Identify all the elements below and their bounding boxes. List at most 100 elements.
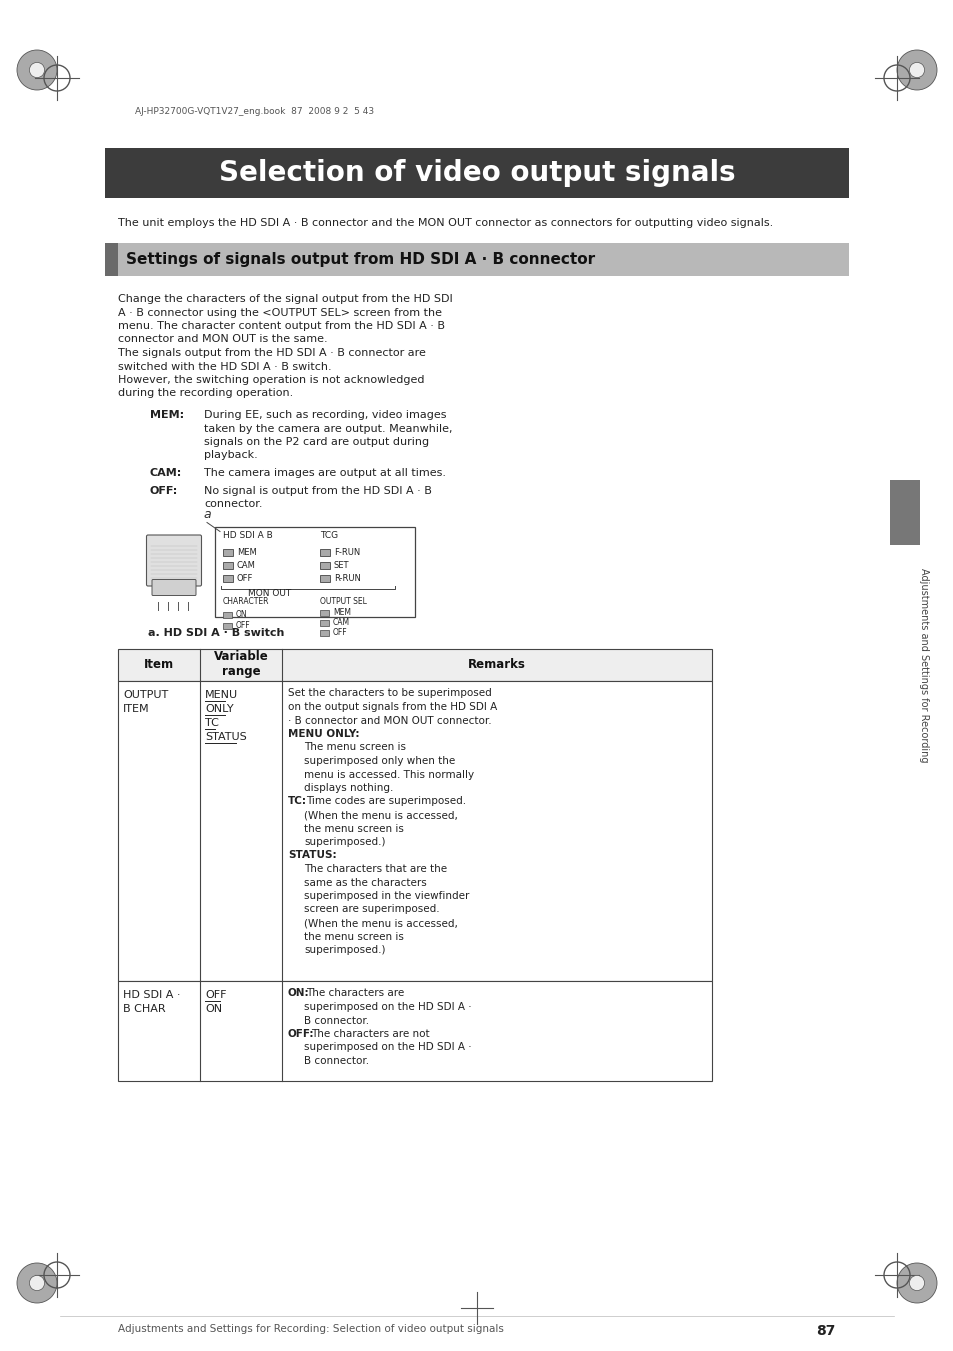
Text: the menu screen is: the menu screen is bbox=[304, 824, 403, 834]
Text: menu. The character content output from the HD SDI A · B: menu. The character content output from … bbox=[118, 322, 444, 331]
Bar bbox=[319, 574, 330, 581]
Text: signals on the P2 card are output during: signals on the P2 card are output during bbox=[204, 436, 429, 447]
Text: TC: TC bbox=[205, 719, 218, 728]
Text: MEM: MEM bbox=[333, 608, 351, 617]
Text: TCG: TCG bbox=[319, 531, 337, 540]
Text: HD SDI A ·: HD SDI A · bbox=[123, 990, 180, 1001]
Bar bbox=[105, 243, 848, 276]
Text: Adjustments and Settings for Recording: Adjustments and Settings for Recording bbox=[918, 567, 928, 762]
Text: ONLY: ONLY bbox=[205, 704, 233, 715]
Text: Adjustments and Settings for Recording: Selection of video output signals: Adjustments and Settings for Recording: … bbox=[118, 1324, 503, 1333]
Bar bbox=[223, 623, 232, 628]
Text: (When the menu is accessed,: (When the menu is accessed, bbox=[304, 811, 457, 820]
Text: displays nothing.: displays nothing. bbox=[304, 784, 393, 793]
Text: superimposed only when the: superimposed only when the bbox=[304, 757, 455, 766]
Text: a: a bbox=[203, 508, 211, 521]
Text: B connector.: B connector. bbox=[304, 1016, 369, 1025]
Text: B connector.: B connector. bbox=[304, 1056, 369, 1066]
Text: · B connector and MON OUT connector.: · B connector and MON OUT connector. bbox=[288, 716, 491, 725]
Text: OUTPUT SEL: OUTPUT SEL bbox=[319, 597, 367, 607]
Text: ON: ON bbox=[235, 611, 248, 619]
FancyBboxPatch shape bbox=[147, 535, 201, 586]
Bar bbox=[105, 149, 848, 199]
Text: OFF:: OFF: bbox=[288, 1029, 314, 1039]
Text: The signals output from the HD SDI A · B connector are: The signals output from the HD SDI A · B… bbox=[118, 349, 425, 358]
Text: CAM: CAM bbox=[236, 561, 255, 570]
Circle shape bbox=[17, 50, 57, 91]
Text: The characters that are the: The characters that are the bbox=[304, 865, 447, 874]
Bar bbox=[319, 562, 330, 569]
Text: the menu screen is: the menu screen is bbox=[304, 931, 403, 942]
Bar bbox=[319, 549, 330, 555]
Circle shape bbox=[17, 1263, 57, 1302]
Circle shape bbox=[908, 62, 923, 77]
Circle shape bbox=[896, 1263, 936, 1302]
Circle shape bbox=[896, 50, 936, 91]
Text: The characters are not: The characters are not bbox=[311, 1029, 429, 1039]
Bar bbox=[118, 648, 711, 681]
Text: 87: 87 bbox=[816, 1324, 835, 1337]
Text: Variable
range: Variable range bbox=[213, 650, 268, 678]
Text: CAM: CAM bbox=[333, 617, 350, 627]
Text: playback.: playback. bbox=[204, 450, 257, 461]
Text: STATUS:: STATUS: bbox=[288, 851, 336, 861]
Text: Selection of video output signals: Selection of video output signals bbox=[218, 159, 735, 186]
Text: CHARACTER: CHARACTER bbox=[223, 597, 269, 607]
Text: STATUS: STATUS bbox=[205, 732, 247, 743]
Text: The camera images are output at all times.: The camera images are output at all time… bbox=[204, 467, 446, 478]
Text: A · B connector using the <OUTPUT SEL> screen from the: A · B connector using the <OUTPUT SEL> s… bbox=[118, 308, 441, 317]
Text: Change the characters of the signal output from the HD SDI: Change the characters of the signal outp… bbox=[118, 295, 453, 304]
Bar bbox=[118, 681, 711, 981]
Text: OUTPUT: OUTPUT bbox=[123, 690, 168, 701]
Text: superimposed on the HD SDI A ·: superimposed on the HD SDI A · bbox=[304, 1002, 471, 1012]
FancyBboxPatch shape bbox=[152, 580, 195, 596]
Bar bbox=[105, 243, 118, 276]
Text: CAM:: CAM: bbox=[150, 467, 182, 478]
Bar bbox=[319, 630, 329, 635]
Circle shape bbox=[30, 1275, 45, 1290]
Text: ON: ON bbox=[205, 1005, 222, 1015]
Text: superimposed.): superimposed.) bbox=[304, 838, 385, 847]
Text: MENU: MENU bbox=[205, 690, 238, 701]
Text: R-RUN: R-RUN bbox=[334, 574, 360, 584]
Text: superimposed in the viewfinder: superimposed in the viewfinder bbox=[304, 892, 469, 901]
Text: MEM:: MEM: bbox=[150, 409, 184, 420]
Text: SET: SET bbox=[334, 561, 349, 570]
Text: Set the characters to be superimposed: Set the characters to be superimposed bbox=[288, 689, 491, 698]
Text: superimposed on the HD SDI A ·: superimposed on the HD SDI A · bbox=[304, 1043, 471, 1052]
Bar bbox=[319, 620, 329, 626]
Bar bbox=[223, 562, 233, 569]
Bar bbox=[319, 609, 329, 616]
Text: During EE, such as recording, video images: During EE, such as recording, video imag… bbox=[204, 409, 446, 420]
Text: OFF: OFF bbox=[205, 990, 226, 1001]
Text: No signal is output from the HD SDI A · B: No signal is output from the HD SDI A · … bbox=[204, 485, 432, 496]
Bar bbox=[223, 612, 232, 617]
Text: OFF: OFF bbox=[236, 574, 253, 584]
Text: F-RUN: F-RUN bbox=[334, 549, 360, 557]
Text: during the recording operation.: during the recording operation. bbox=[118, 389, 293, 399]
Bar bbox=[889, 480, 919, 544]
Text: HD SDI A B: HD SDI A B bbox=[223, 531, 273, 540]
Text: taken by the camera are output. Meanwhile,: taken by the camera are output. Meanwhil… bbox=[204, 423, 452, 434]
Text: switched with the HD SDI A · B switch.: switched with the HD SDI A · B switch. bbox=[118, 362, 332, 372]
Text: The unit employs the HD SDI A · B connector and the MON OUT connector as connect: The unit employs the HD SDI A · B connec… bbox=[118, 218, 773, 228]
Bar bbox=[223, 574, 233, 581]
Text: TC:: TC: bbox=[288, 797, 307, 807]
Text: Remarks: Remarks bbox=[468, 658, 525, 671]
Text: AJ-HP32700G-VQT1V27_eng.book  87  2008 9 2  5 43: AJ-HP32700G-VQT1V27_eng.book 87 2008 9 2… bbox=[135, 108, 374, 116]
Text: Time codes are superimposed.: Time codes are superimposed. bbox=[305, 797, 465, 807]
Text: same as the characters: same as the characters bbox=[304, 878, 426, 888]
Circle shape bbox=[908, 1275, 923, 1290]
Text: The menu screen is: The menu screen is bbox=[304, 743, 406, 753]
Text: MEM: MEM bbox=[236, 549, 256, 557]
Text: Item: Item bbox=[144, 658, 173, 671]
Text: menu is accessed. This normally: menu is accessed. This normally bbox=[304, 770, 474, 780]
Text: screen are superimposed.: screen are superimposed. bbox=[304, 905, 439, 915]
Text: superimposed.): superimposed.) bbox=[304, 944, 385, 955]
Bar bbox=[118, 981, 711, 1081]
Text: OFF: OFF bbox=[333, 628, 347, 638]
Text: ITEM: ITEM bbox=[123, 704, 150, 715]
Bar bbox=[223, 549, 233, 555]
Text: Settings of signals output from HD SDI A · B connector: Settings of signals output from HD SDI A… bbox=[126, 253, 595, 267]
Text: a. HD SDI A · B switch: a. HD SDI A · B switch bbox=[148, 628, 284, 639]
